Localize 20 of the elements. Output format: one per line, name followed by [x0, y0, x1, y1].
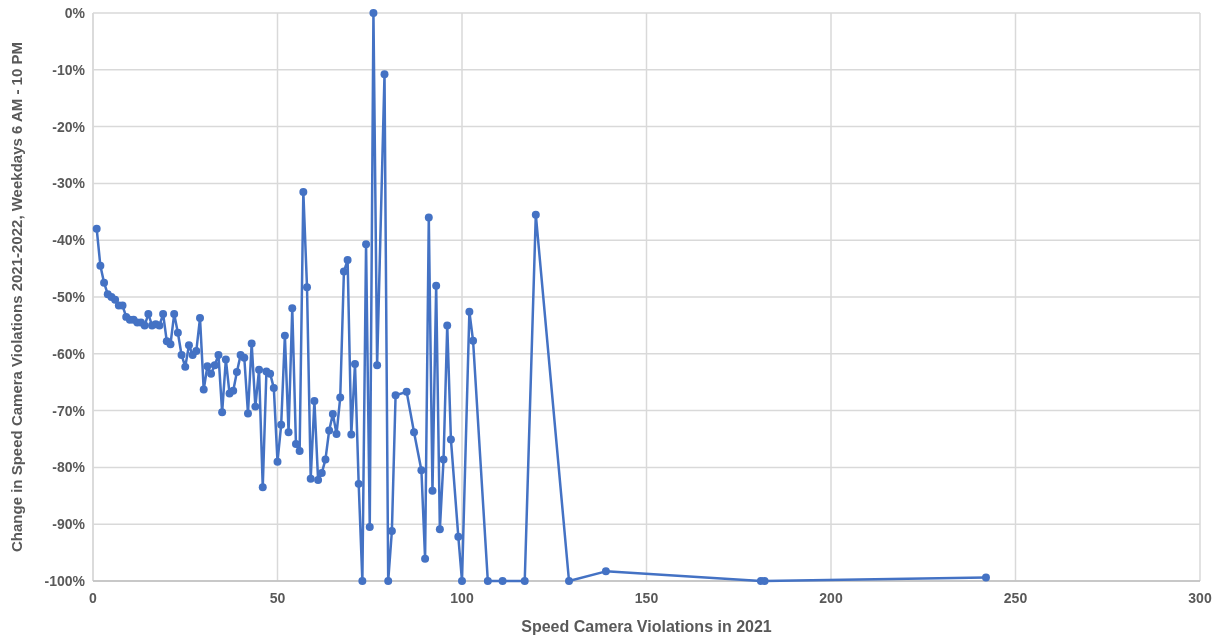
- y-tick-label: -100%: [44, 572, 86, 589]
- y-tick-label: -60%: [52, 345, 86, 362]
- y-tick-label: -10%: [52, 61, 86, 78]
- x-tick-label: 150: [634, 590, 659, 606]
- x-tick-label: 50: [269, 590, 286, 606]
- y-tick-label: -20%: [52, 118, 86, 135]
- x-tick-label: 200: [819, 590, 843, 606]
- y-tick-label: -70%: [52, 402, 86, 419]
- y-tick-label: -90%: [52, 516, 86, 533]
- y-tick-label: -80%: [52, 459, 86, 476]
- x-tick-label: 300: [1188, 590, 1212, 606]
- y-tick-label: 0%: [64, 4, 86, 21]
- x-tick-label: 100: [450, 590, 474, 606]
- y-axis-title: Change in Speed Camera Violations 2021-2022, Weekdays 6 AM - 10 PM: [8, 42, 25, 552]
- y-tick-label: -30%: [52, 175, 86, 192]
- y-tick-label: -50%: [52, 288, 86, 305]
- x-tick-label: 250: [1003, 590, 1028, 606]
- x-tick-label: 0: [89, 590, 98, 606]
- x-axis-title: Speed Camera Violations in 2021: [521, 618, 772, 635]
- y-tick-label: -40%: [52, 232, 86, 249]
